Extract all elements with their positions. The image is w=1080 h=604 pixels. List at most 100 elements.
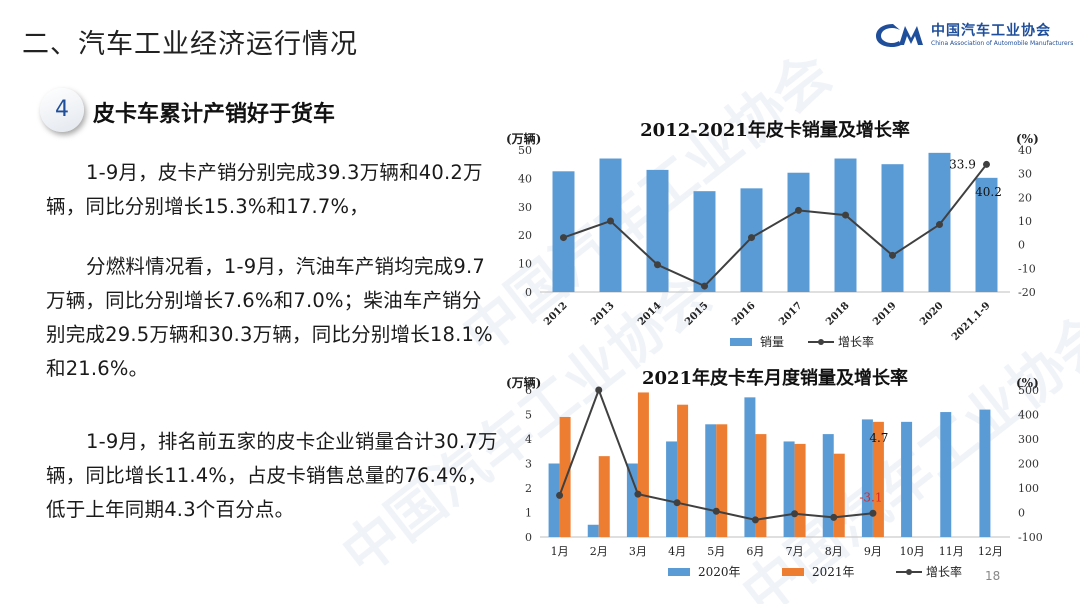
right-tick-label: 200 — [1018, 458, 1039, 471]
legend-label: 增长率 — [926, 564, 962, 579]
bar-2021年 — [755, 434, 767, 537]
bar-2021年 — [598, 456, 610, 537]
growth-rate-point — [936, 221, 943, 229]
right-axis-label: (%) — [1016, 376, 1039, 390]
right-tick-label: 0 — [1018, 239, 1025, 252]
bar-2020年 — [666, 441, 678, 537]
bar-2020年 — [705, 424, 717, 537]
left-axis-label: (万辆) — [506, 375, 541, 390]
bar-2021年 — [559, 416, 571, 537]
legend-label: 销量 — [760, 335, 784, 349]
left-tick-label: 10 — [518, 258, 532, 271]
right-tick-label: 0 — [1018, 507, 1025, 520]
bar-2020年 — [822, 434, 834, 537]
right-tick-label: 400 — [1018, 409, 1039, 422]
left-tick-label: 40 — [518, 172, 532, 185]
legend-swatch — [730, 338, 752, 346]
section-heading: 皮卡车累计产销好于货车 — [93, 102, 336, 127]
category-label: 3月 — [629, 545, 647, 558]
legend-swatch — [818, 339, 824, 345]
bar-2021年 — [833, 453, 845, 537]
left-tick-label: 50 — [518, 144, 532, 157]
growth-rate-point — [654, 261, 661, 269]
growth-rate-point — [791, 510, 799, 518]
right-tick-label: 10 — [1018, 215, 1032, 228]
legend-label: 增长率 — [838, 334, 874, 349]
category-label: 1月 — [551, 545, 569, 558]
legend-label: 2021年 — [812, 565, 855, 579]
caam-logo: 中国汽车工业协会 China Association of Automobile… — [873, 18, 1073, 54]
bar-销量 — [834, 158, 857, 292]
category-label: 8月 — [825, 545, 843, 558]
slide-title: 二、汽车工业经济运行情况 — [22, 29, 358, 60]
legend-swatch — [906, 569, 912, 575]
growth-rate-point — [673, 499, 681, 507]
bar-销量 — [881, 164, 904, 292]
right-tick-label: -20 — [1018, 286, 1036, 299]
growth-rate-point — [830, 513, 838, 521]
category-label: 9月 — [864, 545, 882, 558]
left-tick-label: 0 — [525, 531, 532, 544]
bar-2020年 — [587, 524, 599, 537]
left-tick-label: 3 — [525, 458, 532, 471]
data-label: 4.7 — [869, 431, 888, 445]
growth-rate-point — [751, 516, 759, 524]
category-label: 4月 — [668, 545, 686, 558]
right-tick-label: 40 — [1018, 144, 1032, 157]
paragraph-1: 1-9月，皮卡产销分别完成39.3万辆和40.2万辆，同比分别增长15.3%和1… — [46, 156, 498, 224]
legend-swatch — [668, 568, 690, 576]
growth-rate-point — [701, 282, 708, 290]
left-tick-label: 5 — [525, 409, 532, 422]
logo-name-cn: 中国汽车工业协会 — [931, 23, 1051, 39]
logo-name-en: China Association of Automobile Manufact… — [931, 40, 1074, 47]
bar-2021年 — [794, 443, 806, 537]
category-label: 7月 — [786, 545, 804, 558]
category-label: 12月 — [978, 545, 1003, 558]
category-label: 11月 — [939, 545, 964, 558]
bar-销量 — [975, 177, 998, 292]
chart-title: 2021年皮卡车月度销量及增长率 — [642, 367, 908, 389]
paragraph-text: 分燃料情况看，1-9月，汽油车产销均完成9.7万辆，同比分别增长7.6%和7.0… — [46, 255, 493, 380]
growth-rate-point — [795, 206, 802, 214]
left-tick-label: 30 — [518, 201, 532, 214]
growth-rate-line — [563, 163, 988, 288]
bar-2020年 — [901, 421, 913, 537]
left-tick-label: 0 — [525, 286, 532, 299]
paragraph-text: 1-9月，排名前五家的皮卡企业销量合计30.7万辆，同比增长11.4%，占皮卡销… — [46, 430, 498, 521]
growth-rate-point — [869, 509, 877, 517]
growth-rate-point — [712, 507, 720, 515]
bar-2021年 — [716, 424, 728, 537]
bar-2020年 — [626, 463, 638, 537]
paragraph-text: 1-9月，皮卡产销分别完成39.3万辆和40.2万辆，同比分别增长15.3%和1… — [46, 161, 483, 218]
left-axis-label: (万辆) — [506, 131, 541, 146]
category-label: 2月 — [590, 545, 608, 558]
bar-2020年 — [744, 397, 756, 537]
growth-rate-point — [556, 491, 564, 499]
paragraph-3: 1-9月，排名前五家的皮卡企业销量合计30.7万辆，同比增长11.4%，占皮卡销… — [46, 425, 498, 527]
left-tick-label: 6 — [525, 384, 532, 397]
category-label: 5月 — [707, 545, 725, 558]
legend-swatch — [782, 568, 804, 576]
growth-rate-point — [634, 490, 642, 498]
category-label: 6月 — [746, 545, 764, 558]
bar-2020年 — [940, 412, 952, 537]
bar-2021年 — [677, 404, 689, 537]
bar-2020年 — [548, 463, 560, 537]
growth-rate-point — [607, 217, 614, 225]
chart-title: 2012-2021年皮卡销量及增长率 — [640, 119, 910, 141]
bar-销量 — [552, 171, 575, 292]
left-tick-label: 2 — [525, 482, 532, 495]
growth-rate-point — [748, 234, 755, 242]
growth-rate-point — [595, 386, 603, 394]
left-tick-label: 4 — [525, 433, 532, 446]
legend-label: 2020年 — [698, 565, 741, 579]
category-label: 10月 — [900, 545, 925, 558]
bar-2020年 — [979, 409, 991, 537]
right-tick-label: 30 — [1018, 168, 1032, 181]
bar-2021年 — [637, 392, 649, 537]
caam-logo-icon — [876, 24, 923, 47]
growth-rate-point — [889, 251, 896, 259]
right-tick-label: -100 — [1018, 531, 1043, 544]
